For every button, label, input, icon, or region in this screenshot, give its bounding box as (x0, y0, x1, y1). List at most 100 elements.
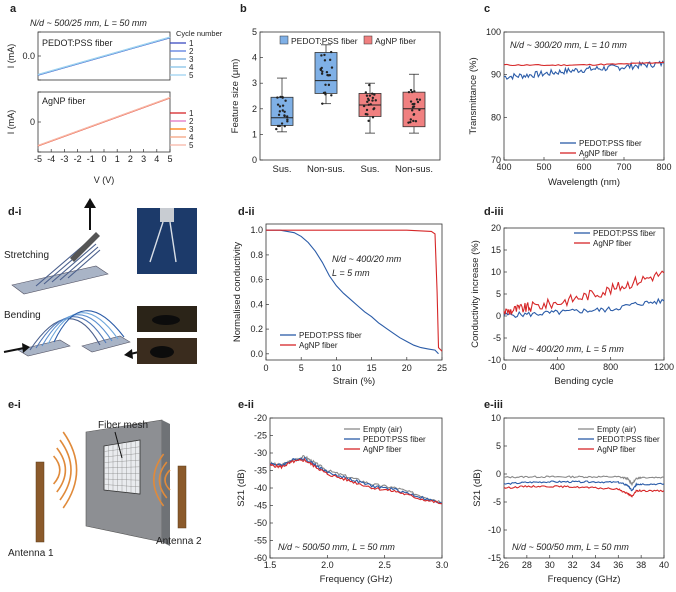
panel-a-bottom-legend-entry: 2 (189, 117, 194, 126)
panel-dii-annotation: L = 5 mm (332, 268, 370, 278)
panel-eii-ytick-label: -20 (254, 413, 267, 423)
panel-eiii-ytick-label: -10 (488, 525, 501, 535)
panel-dii-ytick-label: 0.4 (250, 299, 263, 309)
panel-eii-ytick-label: -45 (254, 501, 267, 511)
panel-eiii-ytick-label: 0 (496, 469, 501, 479)
panel-b-xtick-label: Sus. (272, 164, 291, 175)
panel-eii-series (269, 454, 443, 504)
panel-a-bottom-line (37, 96, 171, 146)
panel-b-point (276, 103, 280, 106)
panel-dii-xtick-label: 25 (437, 363, 447, 373)
panel-diii-ytick-label: 0 (496, 311, 501, 321)
panel-b-point (283, 110, 286, 113)
mesh-grid-line (103, 466, 141, 469)
panel-b-point (323, 59, 327, 62)
panel-a-xtick-label: 0 (101, 154, 106, 164)
panel-b-point (411, 105, 415, 109)
panel-eii-legend-entry: Empty (air) (363, 425, 402, 434)
panel-c-ytick-label: 80 (491, 112, 501, 122)
panel-eiii-ytick-label: 10 (491, 413, 501, 423)
panel-b-point (371, 92, 374, 95)
panel-c-ytick-label: 90 (491, 70, 501, 80)
panel-dii-ytick-label: 0.2 (250, 324, 263, 334)
panel-a-xtick-label: 4 (154, 154, 159, 164)
panel-dii-series-agnp (266, 229, 443, 352)
panel-eiii-series (503, 484, 665, 498)
panel-eiii-ytick-label: 5 (496, 441, 501, 451)
panel-label-e-iii: e-iii (484, 399, 503, 411)
panel-b-ytick-label: 2 (252, 104, 257, 114)
stretch-clamp (70, 232, 100, 262)
panel-a-top-legend-entry: 5 (189, 71, 194, 80)
panel-b-point (329, 50, 333, 54)
panel-a-top-legend-entry: 3 (189, 55, 194, 64)
panel-b-point (323, 53, 326, 57)
panel-b-point (320, 54, 323, 57)
panel-eiii-xtick-label: 38 (636, 560, 646, 570)
panel-eiii-legend-entry: AgNP fiber (597, 445, 636, 454)
panel-b-point (412, 113, 415, 116)
panel-c-ytick-label: 70 (491, 155, 501, 165)
panel-b-point (328, 58, 332, 62)
panel-dii-frame (265, 223, 443, 361)
panel-eiii-ytick-label: -15 (488, 553, 501, 563)
panel-b-point (277, 113, 281, 117)
panel-b-point (275, 127, 278, 131)
wave-icon (56, 447, 67, 493)
panel-b-xtick-label: Sus. (360, 164, 379, 175)
antenna-1-label: Antenna 1 (8, 548, 54, 559)
panel-c-series-agnp (503, 61, 665, 67)
panel-b-ytick-label: 4 (252, 53, 257, 63)
panel-a-bottom-ytick-label: 0 (30, 117, 35, 127)
panel-c-legend-entry: AgNP fiber (579, 149, 618, 158)
panel-c-annotation: N/d ~ 300/20 mm, L = 10 mm (510, 40, 627, 50)
stretch-photo-clamp (160, 208, 174, 222)
panel-diii-series-pedot (503, 297, 665, 318)
panel-b-point (321, 102, 324, 105)
panel-b-point (412, 119, 415, 123)
panel-b-point (366, 97, 370, 100)
panel-label-e-i: e-i (8, 399, 21, 411)
panel-b-frame (259, 31, 441, 161)
panel-b-point (415, 98, 419, 101)
stretch-fiber (67, 249, 101, 279)
panel-a-xtick-label: 1 (115, 154, 120, 164)
panel-a-xtick-label: -4 (47, 154, 55, 164)
panel-eiii-series (503, 480, 665, 492)
mesh-pointer (114, 431, 123, 459)
panel-a-top-legend-entry: 1 (189, 39, 194, 48)
panel-a-annotation: N/d ~ 500/25 mm, L = 50 mm (30, 18, 147, 28)
panel-b-point (409, 88, 413, 92)
stretch-fiber (59, 246, 99, 281)
panel-b-point (418, 108, 421, 112)
panel-a-bottom-legend-entry: 4 (189, 133, 194, 142)
panel-b-point (278, 105, 282, 108)
panel-c-xtick-label: 500 (536, 162, 551, 172)
panel-b-point (367, 103, 370, 106)
panel-diii-ylabel: Conductivity increase (%) (470, 240, 481, 348)
panel-dii-legend-entry: AgNP fiber (299, 341, 338, 350)
panel-c-series-pedot (503, 60, 665, 81)
stretch-fiber (51, 243, 97, 283)
arrow-left-icon (124, 349, 133, 359)
panel-label-a: a (10, 3, 17, 15)
panel-eiii-series (503, 475, 665, 487)
bend-fiber (29, 318, 101, 351)
panel-b-point (330, 94, 333, 97)
panel-a-legend-title: Cycle number (176, 29, 223, 38)
panel-diii-ytick-label: 10 (491, 267, 501, 277)
panel-c-xtick-label: 800 (656, 162, 671, 172)
panel-eiii-xtick-label: 30 (545, 560, 555, 570)
panel-b-box (314, 52, 338, 94)
panel-a-bottom-legend-entry: 3 (189, 125, 194, 134)
panel-b-point (281, 109, 284, 112)
panel-b-point (373, 93, 376, 96)
panel-b-ytick-label: 0 (252, 155, 257, 165)
panel-diii-ytick-label: -5 (493, 333, 501, 343)
panel-eii-xtick-label: 3.0 (436, 560, 449, 570)
bend-substrate (81, 335, 131, 353)
panel-b-point (283, 114, 286, 118)
panel-eii-xtick-label: 1.5 (264, 560, 277, 570)
panel-b-point (281, 104, 285, 107)
panel-b-point (371, 96, 375, 100)
